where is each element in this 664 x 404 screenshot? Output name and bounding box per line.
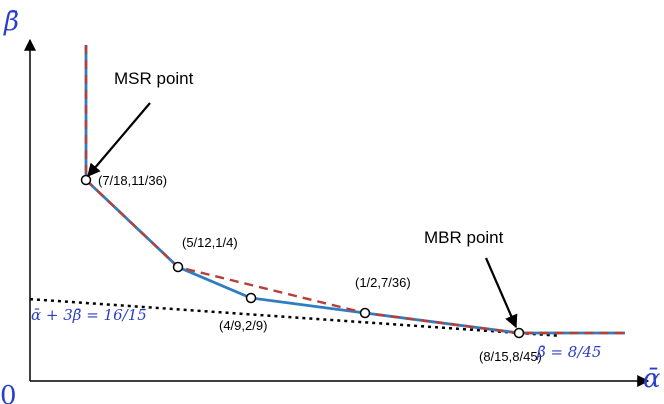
msr-callout-label: MSR point xyxy=(114,69,194,88)
data-point xyxy=(245,292,257,304)
horizontal-equation-label: β̄ = 8/45 xyxy=(536,343,601,361)
data-point-label: (8/15,8/45) xyxy=(479,349,542,364)
data-point xyxy=(80,174,92,186)
y-axis-label: β̄ xyxy=(3,7,19,37)
origin-label: 0 xyxy=(0,381,17,404)
mbr-callout-arrow xyxy=(484,257,518,329)
data-point xyxy=(513,327,525,339)
data-point xyxy=(359,307,371,319)
points-layer: (7/18,11/36) (5/12,1/4) (4/9,2/9) (1/2,7/36… xyxy=(80,173,542,364)
data-point-label: (7/18,11/36) xyxy=(98,173,167,188)
mbr-callout-label: MBR point xyxy=(424,228,504,247)
data-point-label: (4/9,2/9) xyxy=(219,318,267,333)
series-line-dashed xyxy=(84,45,625,335)
x-axis-label: ᾱ xyxy=(643,364,661,394)
msr-callout-arrow xyxy=(87,102,151,178)
data-point xyxy=(172,261,184,273)
series-layer xyxy=(29,45,625,338)
data-point-label: (1/2,7/36) xyxy=(355,275,411,290)
data-point-label: (5/12,1/4) xyxy=(182,235,238,250)
series-line-dotted xyxy=(29,297,561,338)
line-equation-label: ᾱ + 3β̄ = 16/15 xyxy=(31,306,147,324)
